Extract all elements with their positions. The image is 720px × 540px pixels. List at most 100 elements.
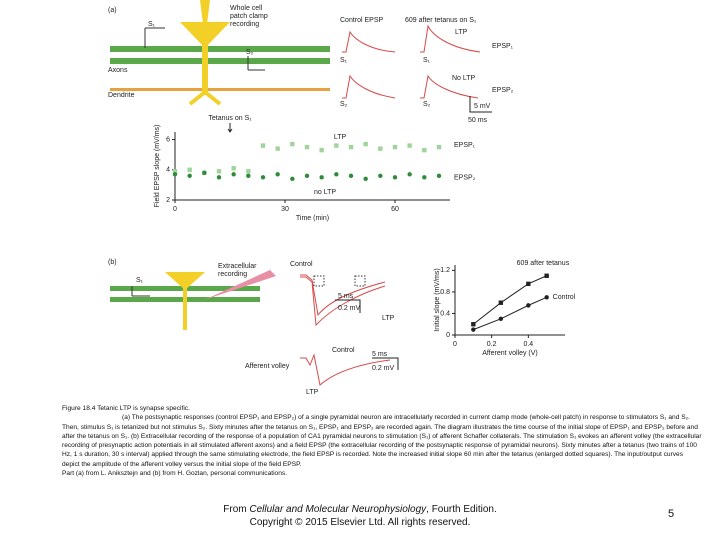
y-tick-label: 1.2	[440, 267, 450, 274]
data-point	[216, 169, 222, 174]
label: 609 after tetanus on S₁	[405, 17, 477, 24]
label: Axons	[108, 67, 128, 74]
x-tick-label: 0	[173, 206, 177, 213]
y-tick-label: 2	[166, 197, 170, 204]
data-point	[187, 173, 192, 179]
label: 5 mV	[474, 103, 491, 110]
series-line	[473, 275, 547, 325]
data-point	[246, 173, 251, 179]
neuron-branch	[188, 90, 222, 106]
data-point	[275, 172, 280, 177]
label: Afferent volley	[245, 363, 290, 370]
panel-label: (a)	[108, 7, 117, 14]
label: EPSP₂	[492, 87, 514, 94]
axon	[110, 58, 330, 64]
data-point	[526, 303, 531, 308]
data-point	[172, 169, 178, 174]
label: recording	[230, 21, 259, 28]
data-point	[216, 175, 222, 180]
label: Whole cell	[230, 5, 263, 12]
legend-label: EPSP₁	[454, 142, 476, 149]
caption: Figure 18.4 Tetanic LTP is synapse speci…	[62, 404, 702, 478]
legend-label: EPSP₂	[454, 175, 476, 182]
label: Control	[332, 347, 355, 354]
series-line	[473, 296, 547, 331]
panel-label: (b)	[108, 259, 117, 266]
label: 50 ms	[468, 117, 488, 124]
label: EPSP₁	[492, 43, 514, 50]
caption-body: (a) The postsynaptic responses (control …	[62, 414, 702, 468]
axon	[110, 46, 330, 52]
data-point	[544, 295, 549, 300]
label: S₁	[340, 57, 348, 64]
dotted-square	[313, 275, 325, 287]
data-point	[498, 300, 504, 305]
data-point	[422, 175, 427, 180]
data-point	[260, 175, 266, 180]
data-point	[363, 141, 368, 147]
neuron-soma	[180, 22, 230, 48]
data-point	[378, 146, 383, 151]
y-tick-label: 0.8	[440, 289, 450, 296]
x-axis-label: Afferent volley (V)	[482, 350, 538, 357]
neuron-soma	[165, 272, 205, 290]
data-point	[392, 144, 398, 150]
footer-text: , Fourth Edition.	[426, 504, 497, 515]
data-point	[378, 173, 383, 179]
data-point	[392, 175, 398, 180]
neuron-dendrite	[183, 285, 187, 330]
annotation: Tetanus on S₁	[208, 115, 252, 122]
annotation: LTP	[334, 134, 347, 141]
x-tick-label: 0	[453, 341, 457, 348]
data-point	[275, 146, 280, 151]
data-point	[498, 316, 504, 322]
data-point	[471, 327, 476, 332]
label: Dendrite	[108, 92, 135, 99]
electrode	[131, 286, 150, 297]
data-point	[304, 173, 310, 179]
figure: (a) S₁ S₂ Axons Dendrite Whole cell patc…	[108, 0, 576, 396]
data-point	[471, 322, 476, 327]
neuron-dendrite	[202, 40, 208, 95]
tetanus-arrow	[227, 123, 233, 133]
data-point	[363, 176, 368, 182]
trace	[300, 353, 391, 386]
y-tick-label: 6	[166, 136, 170, 143]
data-point	[290, 141, 295, 147]
extracellular-electrode	[204, 270, 276, 300]
label: S₁	[423, 57, 431, 64]
label: LTP	[382, 315, 395, 322]
data-point	[231, 172, 236, 177]
data-point	[187, 167, 192, 172]
data-point	[334, 143, 339, 148]
label: Extracellular	[218, 263, 257, 270]
dotted-square	[354, 275, 366, 287]
data-point	[348, 173, 354, 179]
scale-bar	[469, 96, 492, 113]
y-tick-label: 4	[166, 167, 170, 174]
data-point	[304, 144, 310, 150]
electrode	[144, 27, 165, 48]
data-point	[526, 281, 531, 287]
data-point	[231, 166, 236, 171]
scale-bar	[372, 357, 399, 370]
x-tick-label: 0.4	[523, 341, 533, 348]
x-tick-label: 30	[281, 206, 289, 213]
data-point	[260, 143, 266, 148]
copyright: Copyright © 2015 Elsevier Ltd. All right…	[249, 517, 471, 528]
page-number: 5	[668, 508, 675, 520]
data-point	[407, 143, 412, 148]
series-label: Control	[553, 294, 576, 301]
label: 0.2 mV	[338, 305, 361, 312]
label: S₁	[136, 277, 144, 284]
series-label: 609 after tetanus	[517, 260, 570, 267]
label: 5 ms	[372, 351, 388, 358]
label: 5 ms	[338, 293, 354, 300]
label: patch clamp	[230, 13, 268, 20]
label: LTP	[455, 29, 468, 36]
y-tick-label: 0	[446, 332, 450, 339]
footer: From Cellular and Molecular Neurophysiol…	[200, 503, 520, 529]
data-point	[436, 144, 442, 150]
label: 0.2 mV	[372, 365, 395, 372]
label: LTP	[306, 389, 319, 396]
